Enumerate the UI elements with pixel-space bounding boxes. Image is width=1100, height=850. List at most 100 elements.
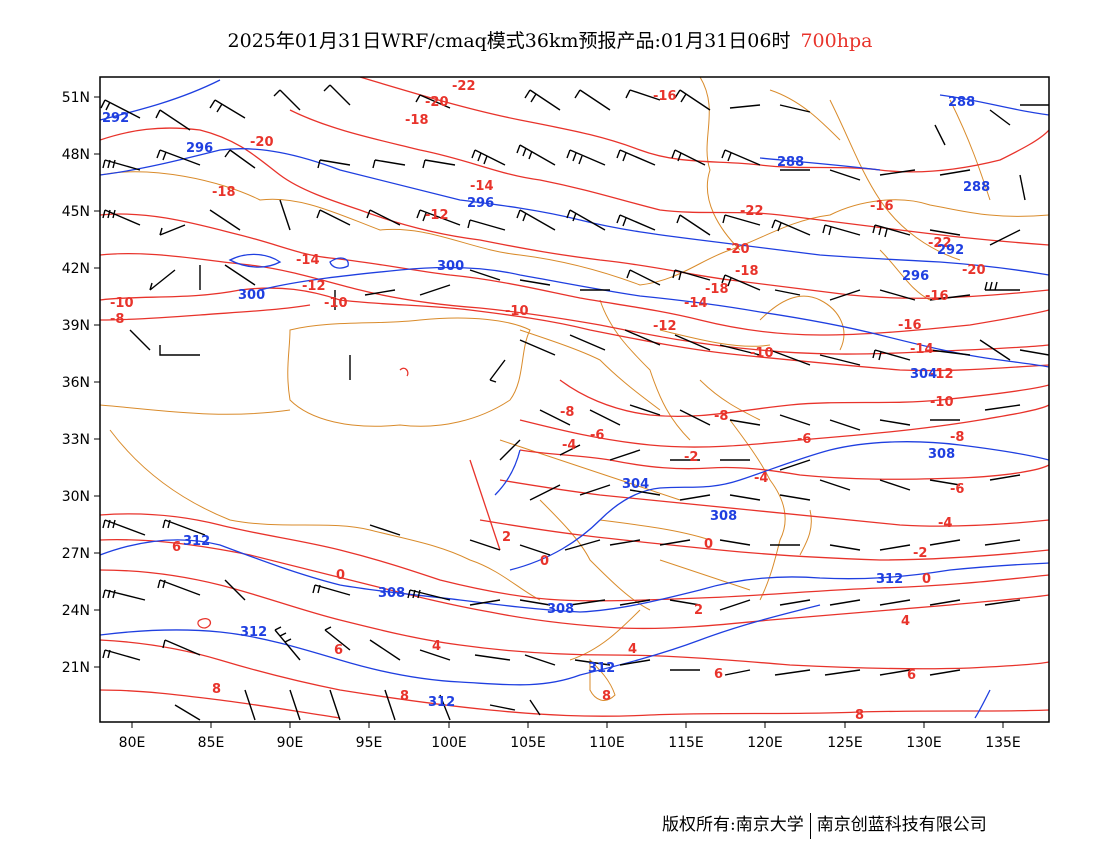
plot-frame [99, 76, 1050, 723]
temperature-label: -4 [562, 438, 576, 453]
temperature-label: -20 [250, 135, 274, 150]
height-label: 308 [710, 509, 737, 524]
temperature-label: -16 [898, 318, 922, 333]
lon-label: 120E [747, 735, 783, 751]
temperature-label: 8 [855, 708, 864, 723]
temperature-label: -8 [950, 430, 964, 445]
height-label: 312 [183, 534, 210, 549]
lon-label: 135E [985, 735, 1021, 751]
temperature-label: 4 [628, 642, 637, 657]
temperature-label: -2 [684, 450, 698, 465]
height-label: 288 [948, 95, 975, 110]
copyright-footer: 版权所有:南京大学 南京创蓝科技有限公司 [662, 810, 987, 839]
lat-label: 24N [62, 603, 90, 619]
temperature-label: -22 [928, 236, 952, 251]
temperature-label: -16 [653, 89, 677, 104]
temperature-label: -4 [938, 516, 952, 531]
lat-ticks [94, 96, 100, 668]
temperature-label: -10 [930, 395, 954, 410]
temperature-label: 2 [502, 530, 511, 545]
temperature-label: -20 [726, 242, 750, 257]
temperature-label: -18 [705, 282, 729, 297]
title-main: 2025年01月31日WRF/cmaq模式36km预报产品:01月31日06时 [227, 30, 791, 52]
temperature-label: -14 [296, 253, 320, 268]
temperature-label: 6 [334, 643, 343, 658]
lat-labels: 51N 48N 45N 42N 39N 36N 33N 30N 27N 24N … [62, 90, 90, 676]
temperature-label: 0 [336, 568, 345, 583]
lon-label: 95E [356, 735, 383, 751]
temperature-label: -2 [913, 546, 927, 561]
temperature-label: -16 [870, 199, 894, 214]
height-label: 308 [547, 602, 574, 617]
temperature-label: -6 [950, 482, 964, 497]
temperature-label: 8 [400, 689, 409, 704]
height-label: 308 [928, 447, 955, 462]
temperature-label: -6 [797, 432, 811, 447]
height-label: 288 [777, 155, 804, 170]
height-label: 300 [437, 259, 464, 274]
lon-label: 80E [119, 735, 146, 751]
height-label: 296 [902, 269, 929, 284]
temperature-label-layer: -22 -20 -18 -16 -20 -18 -14 -22 -16 -12 … [110, 79, 986, 723]
height-label: 312 [240, 625, 267, 640]
lat-label: 36N [62, 375, 90, 391]
temperature-label: -22 [452, 79, 476, 94]
lat-label: 48N [62, 147, 90, 163]
lon-label: 110E [589, 735, 625, 751]
lon-ticks [131, 722, 1004, 728]
title-level: 700hpa [800, 30, 873, 52]
lon-label: 85E [198, 735, 225, 751]
lon-labels: 80E 85E 90E 95E 100E 105E 110E 115E 120E… [119, 735, 1021, 751]
temperature-label: -16 [925, 289, 949, 304]
map-title: 2025年01月31日WRF/cmaq模式36km预报产品:01月31日06时 7… [0, 26, 1100, 53]
temperature-label: -20 [425, 95, 449, 110]
temperature-label: 8 [212, 682, 221, 697]
temperature-label: -6 [590, 428, 604, 443]
temperature-label: -10 [324, 296, 348, 311]
temperature-label: -10 [110, 296, 134, 311]
height-label: 308 [378, 586, 405, 601]
temperature-label: -12 [930, 367, 954, 382]
footer-company: 南京创蓝科技有限公司 [816, 815, 987, 835]
temperature-label: 0 [540, 554, 549, 569]
temperature-label: -14 [910, 342, 934, 357]
lat-label: 45N [62, 204, 90, 220]
temperature-label: -18 [405, 113, 429, 128]
height-label: 304 [622, 477, 649, 492]
lat-label: 21N [62, 660, 90, 676]
footer-divider [809, 812, 811, 839]
lon-label: 130E [906, 735, 942, 751]
lat-label: 33N [62, 432, 90, 448]
lon-label: 90E [277, 735, 304, 751]
height-label: 292 [102, 111, 129, 126]
temperature-label: 0 [704, 537, 713, 552]
temperature-label: -22 [740, 204, 764, 219]
height-label: 312 [428, 695, 455, 710]
temperature-label: -10 [750, 346, 774, 361]
temperature-label: 4 [901, 614, 910, 629]
temperature-label: -12 [425, 208, 449, 223]
height-contours [100, 79, 1049, 719]
temperature-label: -12 [302, 279, 326, 294]
temperature-label: -18 [212, 185, 236, 200]
lon-label: 105E [510, 735, 546, 751]
height-label: 296 [467, 196, 494, 211]
temperature-contours [100, 77, 1049, 719]
height-label: 312 [876, 572, 903, 587]
lat-label: 42N [62, 261, 90, 277]
temperature-label: 6 [714, 667, 723, 682]
temperature-label: -18 [735, 264, 759, 279]
wind-barbs [100, 84, 1049, 721]
lat-label: 39N [62, 318, 90, 334]
lon-label: 125E [827, 735, 863, 751]
temperature-label: 0 [922, 572, 931, 587]
temperature-label: 8 [602, 689, 611, 704]
lat-label: 51N [62, 90, 90, 106]
temperature-label: -14 [684, 296, 708, 311]
temperature-label: -8 [714, 409, 728, 424]
temperature-label: 6 [172, 540, 181, 555]
lat-label: 30N [62, 489, 90, 505]
lon-label: 115E [668, 735, 704, 751]
temperature-label: 4 [432, 639, 441, 654]
